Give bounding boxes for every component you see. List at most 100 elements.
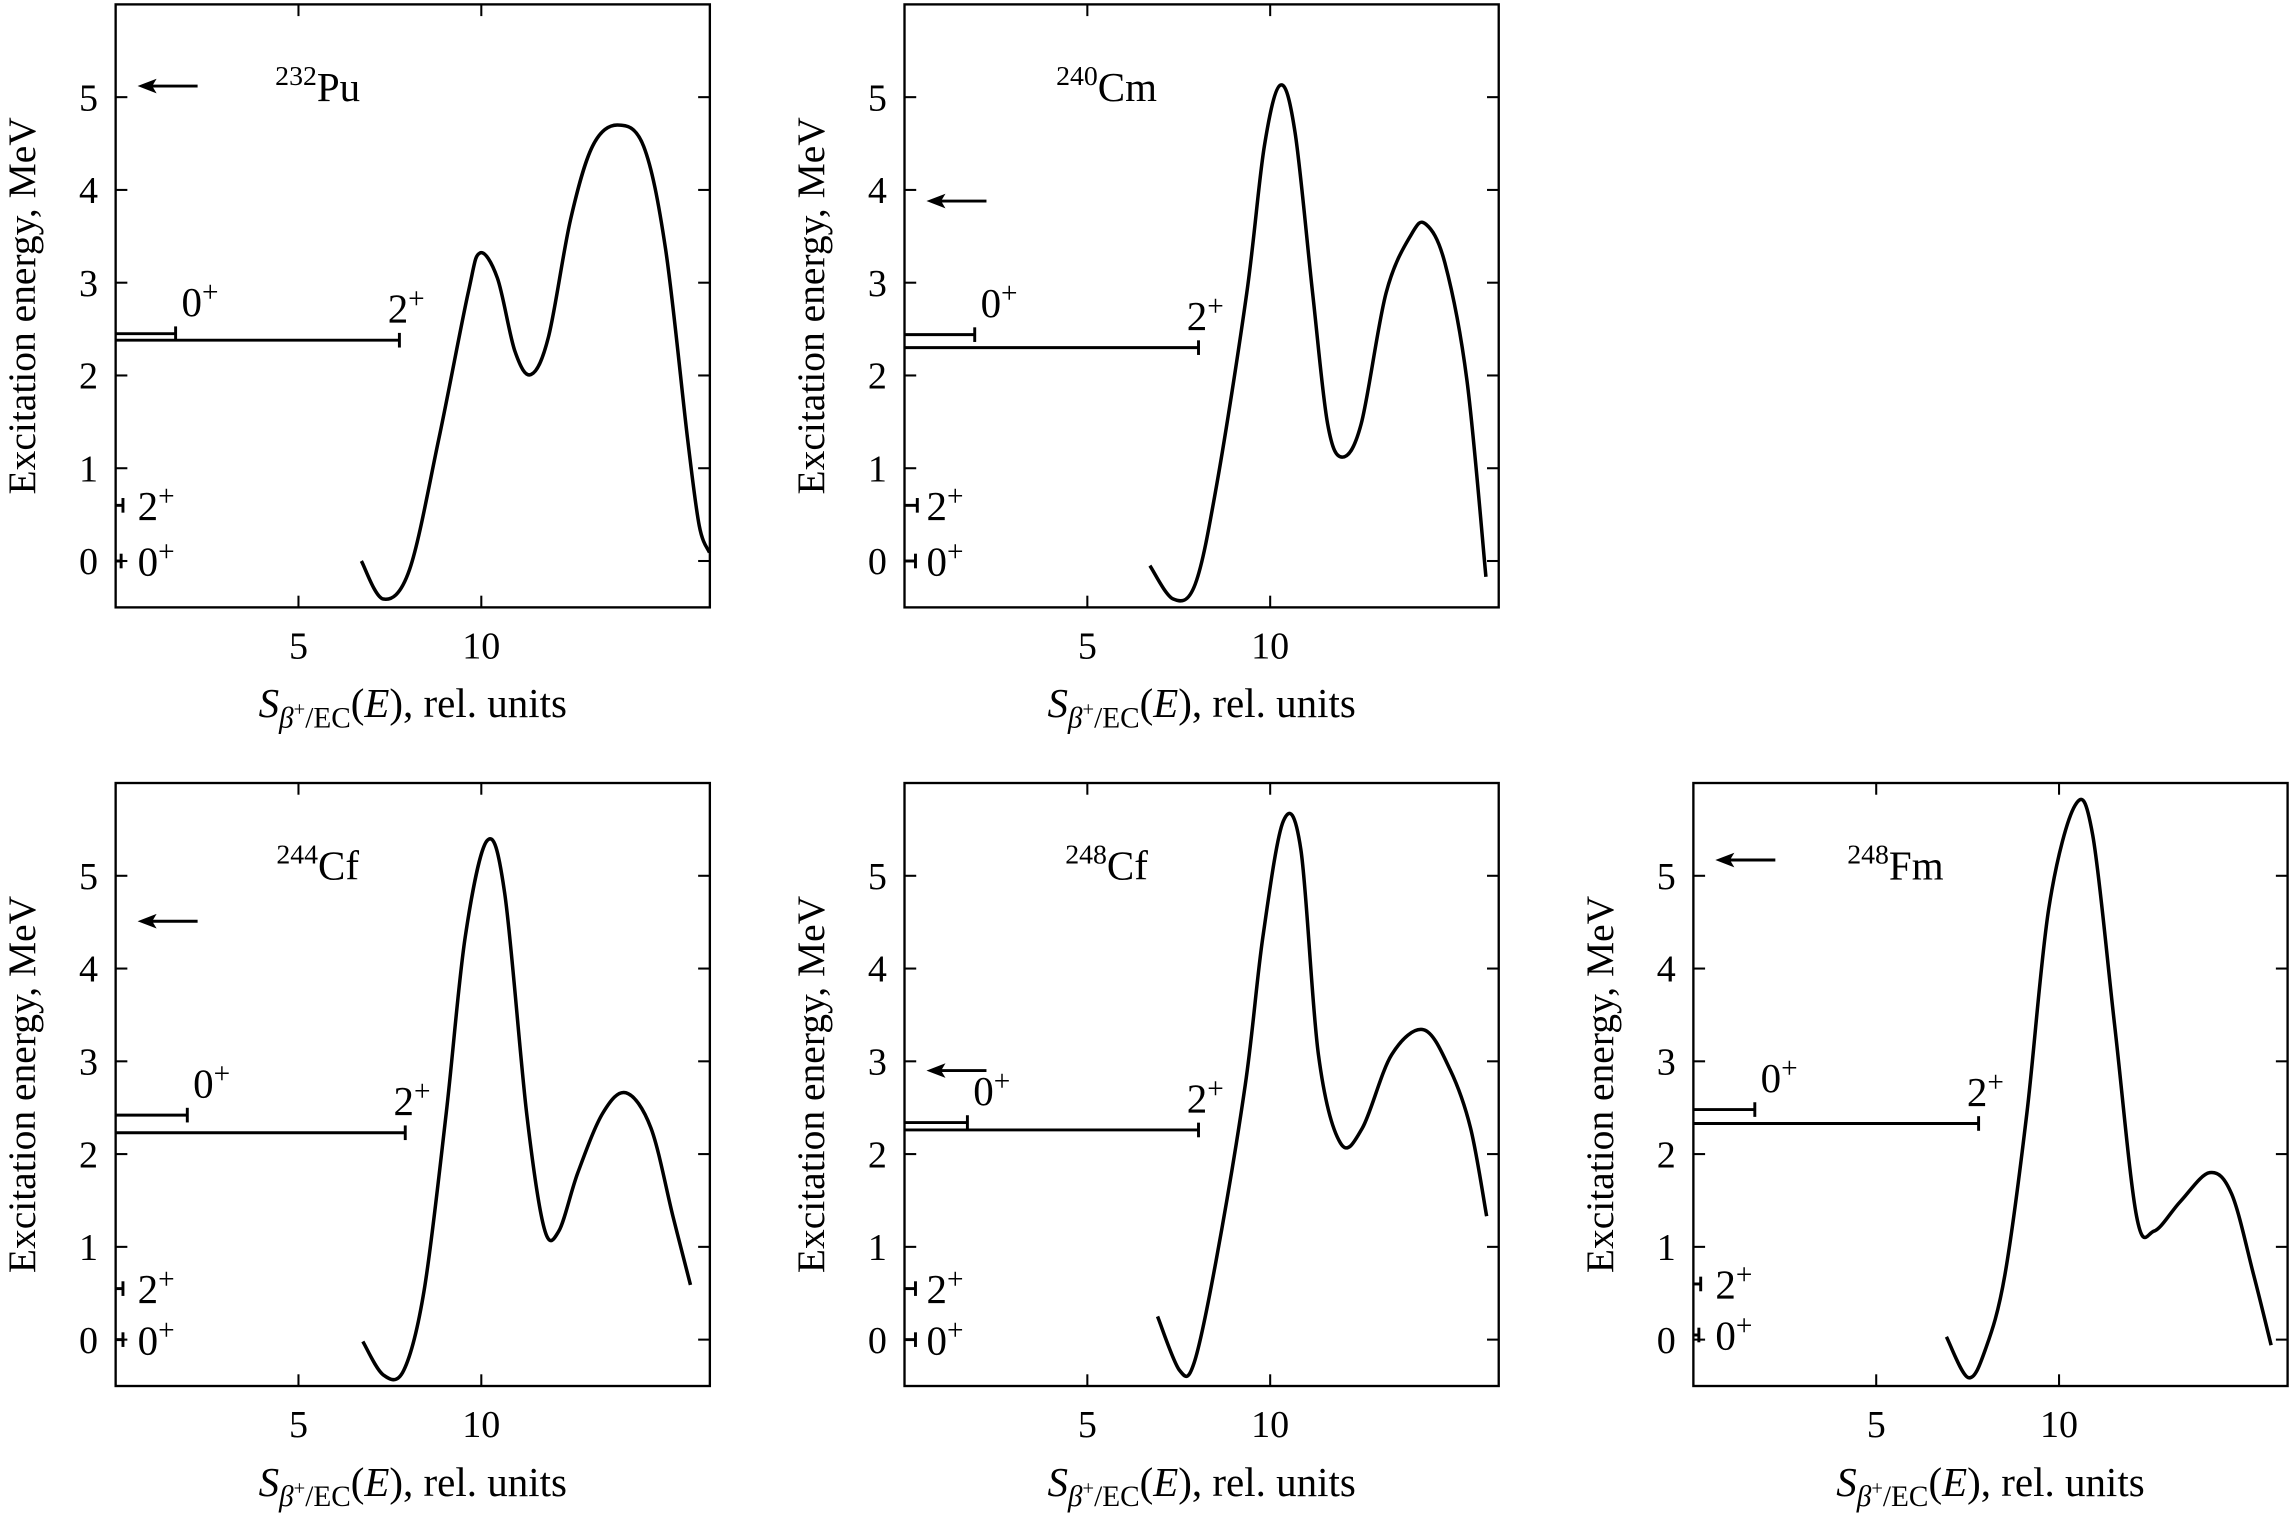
isotope-label: 248Cf	[1065, 840, 1148, 889]
mass-number: 248	[1847, 840, 1889, 871]
x-tick-label: 10	[2040, 1404, 2078, 1446]
y-tick-label: 0	[79, 541, 98, 583]
level-spin: 0	[181, 279, 201, 325]
level-spin: 2	[1187, 1075, 1207, 1121]
level-label: 2+	[388, 283, 425, 332]
mass-number: 240	[1056, 61, 1098, 92]
mass-number: 248	[1065, 840, 1107, 871]
y-tick-label: 5	[79, 856, 98, 898]
x-axis-label: Sβ+/EC(E), rel. units	[259, 1459, 567, 1513]
y-tick-label: 0	[1657, 1320, 1676, 1362]
strength-curve	[361, 837, 693, 1382]
y-axis-label: Excitation energy, MeV	[789, 895, 833, 1273]
y-axis-label: Excitation energy, MeV	[0, 895, 44, 1273]
label-sub-superscript: +	[1083, 699, 1095, 721]
label-subscript: β	[1067, 702, 1083, 734]
isotope-label: 240Cm	[1056, 61, 1157, 110]
y-tick-label: 0	[868, 541, 887, 583]
level-parity: +	[1207, 290, 1224, 322]
level-spin: 2	[138, 483, 158, 529]
label-variable: E	[363, 680, 389, 726]
level-label: 0+	[1715, 1310, 1752, 1359]
plot-frame	[114, 781, 712, 1388]
level-label: 0+	[926, 536, 963, 585]
y-tick-label: 1	[79, 1227, 98, 1269]
x-tick-label: 10	[462, 1404, 500, 1446]
strength-curve	[1148, 83, 1488, 603]
level-label: 2+	[394, 1076, 431, 1125]
y-tick-label: 4	[79, 170, 98, 212]
label-text: ), rel. units	[1178, 1459, 1356, 1505]
level-spin: 0	[981, 280, 1001, 326]
label-subscript: /EC	[1094, 1481, 1140, 1513]
level-parity: +	[158, 480, 175, 512]
level-parity: +	[158, 536, 175, 568]
level-parity: +	[1781, 1052, 1798, 1084]
y-tick-label: 3	[1657, 1041, 1676, 1083]
level-parity: +	[414, 1076, 431, 1108]
y-tick-label: 2	[868, 1134, 887, 1176]
level-label: 2+	[926, 480, 963, 529]
level-parity: +	[158, 1315, 175, 1347]
label-subscript: /EC	[1094, 702, 1140, 734]
element-symbol: Cf	[1107, 843, 1148, 889]
level-label: 0+	[181, 277, 218, 326]
level-parity: +	[994, 1065, 1011, 1097]
label-subscript: β	[1067, 1481, 1083, 1513]
strength-curve	[359, 123, 712, 602]
level-parity: +	[1736, 1259, 1753, 1291]
x-axis-label: Sβ+/EC(E), rel. units	[1047, 680, 1355, 734]
plot-frame	[903, 3, 1500, 609]
x-tick-label: 5	[1078, 626, 1097, 668]
label-text: ), rel. units	[1178, 680, 1356, 726]
level-label: 2+	[138, 1264, 175, 1313]
element-symbol: Cf	[318, 843, 359, 889]
label-text: (	[351, 680, 365, 726]
level-parity: +	[1207, 1073, 1224, 1105]
arrow-head	[926, 193, 946, 209]
level-spin: 2	[394, 1078, 414, 1124]
mass-number: 244	[276, 840, 318, 871]
level-parity: +	[408, 283, 425, 315]
level-spin: 2	[388, 286, 408, 332]
level-spin: 0	[138, 539, 158, 585]
level-spin: 2	[926, 483, 946, 529]
y-tick-label: 4	[1657, 949, 1676, 991]
y-axis-label: Excitation energy, MeV	[1578, 895, 1622, 1273]
y-tick-label: 3	[868, 263, 887, 305]
x-axis-label: Sβ+/EC(E), rel. units	[1047, 1459, 1355, 1513]
arrow-head	[137, 78, 157, 94]
y-tick-label: 4	[868, 170, 887, 212]
x-tick-label: 5	[289, 1404, 308, 1446]
y-tick-label: 1	[79, 448, 98, 490]
level-spin: 0	[926, 1317, 946, 1363]
label-sub-superscript: +	[1083, 1477, 1095, 1499]
isotope-label: 244Cf	[276, 840, 359, 889]
level-spin: 0	[926, 539, 946, 585]
level-spin: 0	[973, 1068, 993, 1114]
level-label: 0+	[981, 277, 1018, 326]
level-label: 0+	[138, 1315, 175, 1364]
x-tick-label: 10	[1251, 626, 1289, 668]
label-variable: E	[1941, 1459, 1967, 1505]
level-spin: 0	[1715, 1313, 1735, 1359]
y-axis-label: Excitation energy, MeV	[0, 117, 44, 495]
y-tick-label: 0	[79, 1320, 98, 1362]
y-tick-label: 3	[868, 1041, 887, 1083]
label-text: ), rel. units	[389, 680, 567, 726]
x-tick-label: 10	[1251, 1404, 1289, 1446]
label-subscript: /EC	[1883, 1481, 1929, 1513]
plot-frame	[114, 3, 712, 609]
level-label: 2+	[1967, 1066, 2004, 1115]
level-parity: +	[947, 480, 964, 512]
level-spin: 0	[138, 1317, 158, 1363]
label-symbol: S	[1836, 1459, 1856, 1505]
plot-frame	[903, 781, 1500, 1388]
level-parity: +	[1001, 277, 1018, 309]
label-symbol: S	[259, 1459, 279, 1505]
